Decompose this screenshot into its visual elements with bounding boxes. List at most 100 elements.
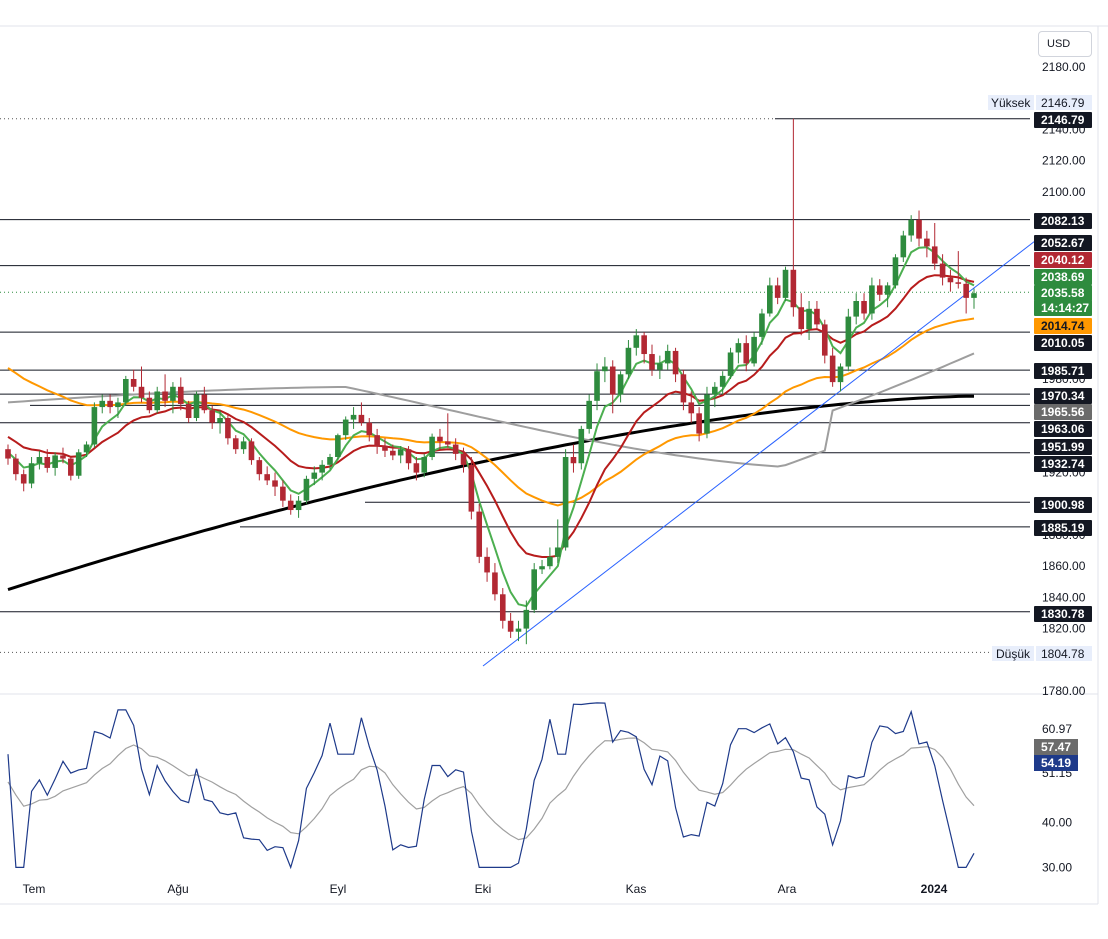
candle-body xyxy=(955,282,962,284)
price-tick-label: 2120.00 xyxy=(1042,154,1086,168)
candle-body xyxy=(947,277,954,283)
candle-body xyxy=(437,436,443,442)
candle-body xyxy=(712,386,718,395)
rsi-tick-label: 60.97 xyxy=(1042,722,1072,736)
high-label-bg xyxy=(988,95,1034,110)
sma-100-line xyxy=(7,352,975,468)
candle-body xyxy=(492,572,498,595)
time-tick-label: Eki xyxy=(475,882,492,896)
candle-body xyxy=(460,453,467,465)
price-tag: 1965.56 xyxy=(1041,405,1085,419)
price-tag-bg xyxy=(1034,497,1092,513)
candle-body xyxy=(382,446,388,451)
candle-body xyxy=(499,594,506,621)
currency-button[interactable]: USD xyxy=(1038,31,1092,57)
candle-body xyxy=(578,428,585,464)
trendline[interactable] xyxy=(482,240,1036,667)
candle-body xyxy=(319,464,325,473)
price-tag-bg xyxy=(1034,421,1092,437)
price-tag-bg xyxy=(1034,318,1092,334)
candle-body xyxy=(225,418,231,439)
price-tag-bg xyxy=(1034,252,1092,268)
candle-body xyxy=(68,458,74,476)
candle-body xyxy=(680,374,687,403)
price-tag-bg xyxy=(1034,439,1092,455)
candle-body xyxy=(704,394,710,434)
candle-body xyxy=(303,478,310,501)
candle-body xyxy=(869,285,875,314)
candle-body xyxy=(170,386,176,401)
price-tag: 2038.69 xyxy=(1041,270,1085,284)
candle-body xyxy=(657,363,663,370)
price-tag: 1985.71 xyxy=(1041,364,1085,378)
price-tag: 1830.78 xyxy=(1041,607,1085,621)
candle-body xyxy=(445,441,451,445)
price-tag: 2082.13 xyxy=(1041,214,1085,228)
candle-body xyxy=(232,438,239,450)
candle-body xyxy=(727,352,734,376)
time-axis[interactable]: Tem Ağu Eyl Eki Kas Ara 2024 xyxy=(23,882,948,896)
candle-body xyxy=(162,391,168,401)
price-tag-bg xyxy=(1034,404,1092,420)
candle-body xyxy=(287,500,294,511)
candle-body xyxy=(939,263,946,278)
price-tag: 2040.12 xyxy=(1041,253,1085,267)
rsi-line xyxy=(7,702,975,870)
candle-body xyxy=(767,285,773,314)
candle-body xyxy=(107,400,113,408)
price-tag: 1970.34 xyxy=(1041,389,1085,403)
price-tag-bg xyxy=(1034,606,1092,622)
price-tag-bg xyxy=(1034,300,1092,316)
candle-body xyxy=(931,246,938,264)
candle-body xyxy=(13,458,19,475)
candle-body xyxy=(413,463,420,473)
candle-body xyxy=(146,397,153,411)
candle-body xyxy=(782,269,789,298)
low-label: Düşük xyxy=(996,647,1031,661)
candle-body xyxy=(272,480,278,487)
high-label: Yüksek xyxy=(991,96,1031,110)
price-tag-bg xyxy=(1034,363,1092,379)
candle-body xyxy=(774,285,781,298)
candle-body xyxy=(20,474,27,484)
candle-body xyxy=(248,441,255,461)
candle-body xyxy=(523,609,530,629)
candle-body xyxy=(845,316,852,367)
candle-body xyxy=(429,436,435,457)
candle-body xyxy=(335,435,341,457)
price-tag-bg xyxy=(1034,269,1092,285)
time-tick-label: 2024 xyxy=(921,882,948,896)
candle-body xyxy=(185,403,192,418)
price-tag: 2146.79 xyxy=(1041,113,1085,127)
candle-body xyxy=(280,486,286,501)
candle-body xyxy=(193,394,200,418)
price-tick-label: 1780.00 xyxy=(1042,684,1086,698)
price-tag: 14:14:27 xyxy=(1041,301,1089,315)
time-tick-label: Ara xyxy=(778,882,797,896)
candle-body xyxy=(814,308,820,325)
price-tag: 1900.98 xyxy=(1041,498,1085,512)
candle-body xyxy=(602,366,608,372)
candle-body xyxy=(421,457,428,473)
candle-body xyxy=(342,419,349,436)
price-tag: 1885.19 xyxy=(1041,521,1085,535)
candle-body xyxy=(861,301,867,314)
candle-body xyxy=(633,335,640,348)
rsi-tag: 54.19 xyxy=(1041,756,1071,770)
rsi-tick-label: 30.00 xyxy=(1042,860,1072,874)
candle-body xyxy=(484,556,490,573)
candle-body xyxy=(358,414,365,423)
candle-body xyxy=(743,343,750,364)
candle-body xyxy=(531,569,537,610)
candle-body xyxy=(327,457,333,465)
price-tick-label: 1820.00 xyxy=(1042,622,1086,636)
candle-body xyxy=(507,620,514,632)
candle-body xyxy=(36,457,43,464)
sma-200-line xyxy=(7,394,974,592)
price-tag: 1951.99 xyxy=(1041,440,1085,454)
candle-body xyxy=(256,460,263,475)
price-tick-label: 2180.00 xyxy=(1042,60,1086,74)
candle-body xyxy=(209,410,215,423)
